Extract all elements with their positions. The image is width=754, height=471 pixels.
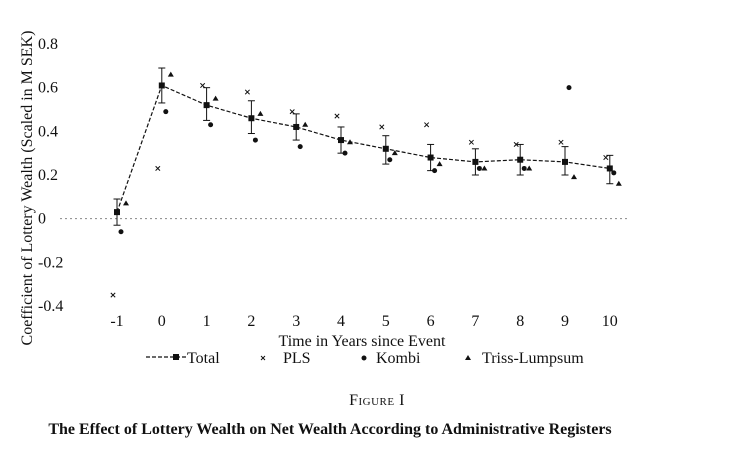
kombi-point	[342, 150, 348, 156]
pls-point-stroke	[289, 109, 295, 115]
total-point	[472, 158, 479, 165]
y-tick-label: 0.6	[38, 80, 58, 97]
triss-lumpsum-point	[436, 161, 443, 167]
x-tick-label: 10	[602, 313, 618, 330]
total-point	[382, 145, 389, 152]
total-point	[114, 209, 120, 216]
y-tick-labels: 0.8 0.6 0.4 0.2 0 -0.2 -0.4	[38, 36, 63, 315]
pls-point	[334, 113, 340, 119]
total-point	[562, 158, 568, 165]
figure-label: Figure I	[349, 392, 405, 409]
pls-point	[379, 124, 385, 130]
x-tick-label: 4	[337, 313, 345, 330]
x-tick-label: 1	[203, 313, 211, 330]
x-tick-label: 0	[158, 313, 166, 330]
kombi-point	[118, 229, 124, 235]
legend-pls-marker	[260, 355, 266, 361]
kombi-point	[252, 137, 258, 143]
legend-triss-marker	[465, 355, 471, 360]
pls-point	[289, 109, 295, 115]
pls-point-stroke	[468, 139, 474, 145]
pls-point-stroke	[200, 82, 206, 89]
x-tick-label: -1	[110, 313, 123, 330]
x-axis-label: Time in Years since Event	[279, 333, 447, 350]
triss-lumpsum-point	[257, 110, 264, 116]
pls-point	[513, 141, 519, 147]
legend-label-triss-lumpsum: Triss-Lumpsum	[482, 350, 584, 367]
legend-label-kombi: Kombi	[376, 350, 421, 367]
pls-point	[468, 139, 474, 145]
pls-point	[155, 165, 161, 172]
total-point	[427, 154, 434, 161]
pls-point-stroke	[558, 139, 564, 145]
y-tick-label: 0.4	[38, 123, 58, 140]
y-tick-label: 0	[38, 211, 46, 228]
triss-lumpsum-point	[212, 95, 219, 101]
series-total-line	[116, 84, 610, 213]
total-point	[338, 137, 344, 144]
total-point	[606, 165, 613, 172]
y-tick-label: 0.8	[38, 36, 58, 53]
pls-point	[603, 154, 609, 161]
triss-lumpsum-point	[123, 200, 129, 206]
triss-lumpsum-point	[347, 139, 353, 145]
x-tick-label: 5	[382, 313, 390, 330]
y-tick-label: 0.2	[38, 167, 58, 184]
pls-point-stroke	[379, 124, 385, 130]
triss-lumpsum-point	[167, 71, 174, 77]
legend-label-pls: PLS	[283, 350, 311, 367]
kombi-point	[611, 170, 617, 176]
x-tick-label: 9	[561, 313, 569, 330]
pls-point-stroke	[513, 141, 519, 147]
kombi-point	[163, 109, 169, 115]
total-point	[203, 102, 210, 109]
pls-point	[110, 292, 116, 298]
figure-caption: The Effect of Lottery Wealth on Net Weal…	[48, 421, 612, 438]
x-tick-label: 3	[292, 313, 300, 330]
kombi-point	[297, 144, 303, 150]
y-axis-label: Coefficient of Lottery Wealth (Scaled in…	[19, 31, 36, 346]
total-point	[248, 115, 255, 122]
pls-point-stroke	[244, 89, 250, 95]
total-error-bars	[113, 67, 614, 226]
triss-lumpsum-point	[391, 150, 398, 156]
x-tick-label: 8	[516, 313, 524, 330]
pls-point	[558, 139, 564, 145]
kombi-point	[208, 122, 214, 128]
pls-point	[200, 82, 206, 89]
pls-point-stroke	[603, 154, 609, 161]
chart: Coefficient of Lottery Wealth (Scaled in…	[19, 31, 630, 367]
x-tick-label: 7	[471, 313, 479, 330]
pls-point-stroke	[155, 165, 161, 172]
legend-kombi-marker	[361, 355, 367, 361]
pls-point-stroke	[424, 122, 430, 128]
kombi-point	[476, 165, 482, 171]
triss-lumpsum-point	[526, 165, 533, 171]
triss-lumpsum-point	[571, 174, 577, 180]
kombi-point	[521, 165, 527, 171]
pls-point	[424, 122, 430, 128]
total-point	[517, 156, 524, 163]
series-markers	[110, 71, 622, 298]
total-point	[293, 123, 300, 130]
triss-lumpsum-point	[615, 180, 622, 186]
x-tick-labels: -1 0 1 2 3 4 5 6 7 8 9 10	[110, 313, 617, 330]
x-tick-label: 2	[247, 313, 255, 330]
total-series-line	[116, 84, 610, 213]
kombi-point	[566, 85, 572, 91]
legend: Total PLS Kombi Triss-Lumpsum	[146, 350, 584, 367]
kombi-point	[432, 168, 438, 174]
pls-point-stroke	[334, 113, 340, 119]
triss-lumpsum-point	[481, 165, 488, 171]
triss-lumpsum-point	[302, 121, 309, 127]
pls-point-stroke	[110, 292, 116, 298]
legend-label-total: Total	[187, 350, 220, 367]
y-tick-label: -0.4	[38, 298, 63, 315]
pls-point	[244, 89, 250, 95]
kombi-point	[387, 157, 393, 163]
y-tick-label: -0.2	[38, 254, 63, 271]
x-tick-label: 6	[427, 313, 435, 330]
total-point	[158, 82, 165, 89]
